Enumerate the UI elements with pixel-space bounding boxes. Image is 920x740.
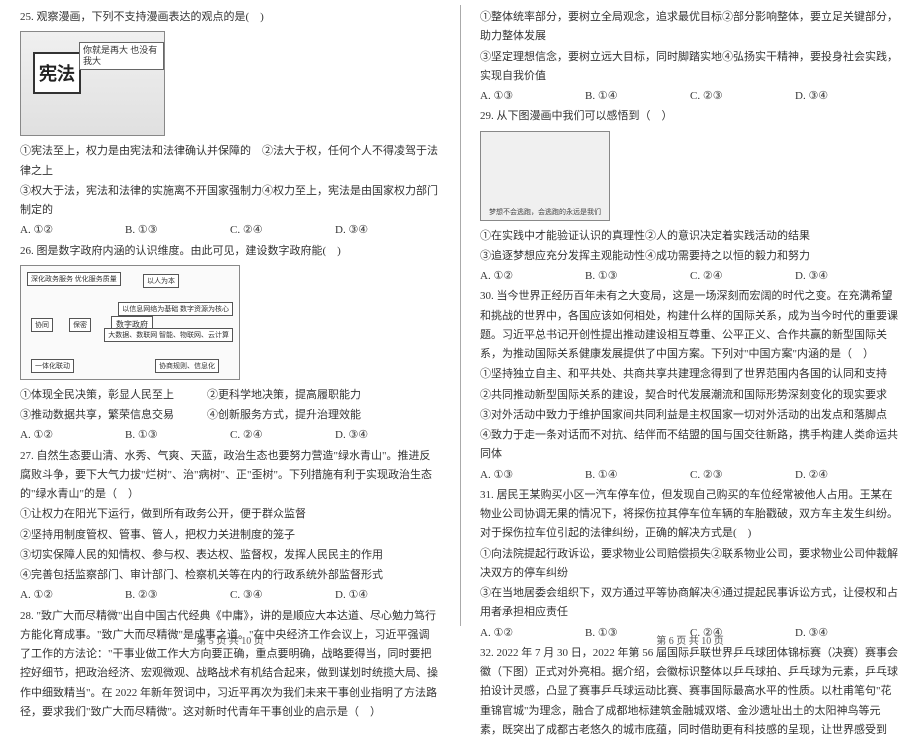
- q26-opt-d: D. ③④: [335, 426, 440, 445]
- footer-left: 第 5 页 共 10 页: [0, 632, 460, 647]
- q31-s2: ③在当地居委会组织下，双方通过平等协商解决④通过提起民事诉讼方式，让侵权和占用者…: [480, 584, 900, 623]
- right-column: ①整体统率部分，要树立全局观念，追求最优目标②部分影响整体，要立足关键部分，助力…: [460, 0, 920, 651]
- q30-s1: ①坚持独立自主、和平共处、共商共享共建理念得到了世界范围内各国的认同和支持: [480, 365, 900, 384]
- q25-opt-b: B. ①③: [125, 221, 230, 240]
- q30-options: A. ①③ B. ①④ C. ②③ D. ②④: [480, 466, 900, 485]
- q28-stem: 28. "致广大而尽精微"出自中国古代经典《中庸》，讲的是顺应大本达道、尽心勉力…: [20, 607, 440, 723]
- q26-s1: ①体现全民决策，彰显人民至上 ②更科学地决策，提高履职能力: [20, 386, 440, 405]
- diagram-image: 深化政务服务 优化服务质量 以人为本 协同 保密 数字政府 以信息网络为基础 数…: [20, 265, 240, 380]
- q25-stem: 25. 观察漫画，下列不支持漫画表达的观点的是( ): [20, 8, 440, 27]
- q29-opt-c: C. ②④: [690, 267, 795, 286]
- diag-tl: 深化政务服务 优化服务质量: [27, 272, 121, 286]
- q25-opt-c: C. ②④: [230, 221, 335, 240]
- q30-opt-a: A. ①③: [480, 466, 585, 485]
- q25-opt-d: D. ③④: [335, 221, 440, 240]
- diag-l2: 保密: [69, 318, 91, 332]
- q28-s2: ③坚定理想信念，要树立远大目标，同时脚踏实地④弘扬实干精神，要投身社会实践，实现…: [480, 48, 900, 87]
- q29-s1: ①在实践中才能验证认识的真理性②人的意识决定着实践活动的结果: [480, 227, 900, 246]
- q27-s4: ④完善包括监察部门、审计部门、检察机关等在内的行政系统外部监督形式: [20, 566, 440, 585]
- q29-opt-b: B. ①③: [585, 267, 690, 286]
- q25-options: A. ①② B. ①③ C. ②④ D. ③④: [20, 221, 440, 240]
- q27-opt-a: A. ①②: [20, 586, 125, 605]
- q29-opt-d: D. ③④: [795, 267, 900, 286]
- q30-opt-c: C. ②③: [690, 466, 795, 485]
- q27-s1: ①让权力在阳光下运行，做到所有政务公开，便于群众监督: [20, 505, 440, 524]
- q26-s2: ③推动数据共享，繁荣信息交易 ④创新服务方式，提升治理效能: [20, 406, 440, 425]
- q26-opt-c: C. ②④: [230, 426, 335, 445]
- cartoon-speech: 你就是再大 也没有我大: [79, 42, 164, 70]
- q25-s1: ①宪法至上，权力是由宪法和法律确认并保障的 ②法大于权，任何个人不得凌驾于法律之…: [20, 142, 440, 181]
- dream-image: 梦想不会逃跑，会逃跑的永远是我们: [480, 131, 610, 221]
- q31-stem: 31. 居民王某购买小区一汽车停车位，但发现自己购买的车位经常被他人占用。王某在…: [480, 486, 900, 544]
- q29-opt-a: A. ①②: [480, 267, 585, 286]
- q30-stem: 30. 当今世界正经历百年未有之大变局，这是一场深刻而宏阔的时代之变。在充满希望…: [480, 287, 900, 364]
- diag-bl: 一体化联动: [31, 359, 74, 373]
- q31-s1: ①向法院提起行政诉讼，要求物业公司赔偿损失②联系物业公司，要求物业公司仲裁解决双…: [480, 545, 900, 584]
- q29-stem: 29. 从下图漫画中我们可以感悟到（ ）: [480, 107, 900, 126]
- q26-stem: 26. 图是数字政府内涵的认识维度。由此可见，建设数字政府能( ): [20, 242, 440, 261]
- q27-options: A. ①② B. ②③ C. ③④ D. ①④: [20, 586, 440, 605]
- q28-s1: ①整体统率部分，要树立全局观念，追求最优目标②部分影响整体，要立足关键部分，助力…: [480, 8, 900, 47]
- footer-right: 第 6 页 共 10 页: [460, 632, 920, 647]
- q28-opt-b: B. ①④: [585, 87, 690, 106]
- diag-r2: 大数据、数联网 智能、物联网、云计算: [104, 328, 233, 342]
- diag-tr: 以人为本: [143, 274, 179, 288]
- dream-caption: 梦想不会逃跑，会逃跑的永远是我们: [481, 207, 609, 217]
- diag-br: 协商规则、信息化: [155, 359, 219, 373]
- q32-stem: 32. 2022 年 7 月 30 日，2022 年第 56 届国际乒联世界乒乓…: [480, 644, 900, 740]
- q27-opt-d: D. ①④: [335, 586, 440, 605]
- q27-opt-c: C. ③④: [230, 586, 335, 605]
- q27-s3: ③切实保障人民的知情权、参与权、表达权、监督权，发挥人民民主的作用: [20, 546, 440, 565]
- q30-s2: ②共同推动新型国际关系的建设，契合时代发展潮流和国际形势深刻变化的现实要求: [480, 386, 900, 405]
- q25-s2: ③权大于法，宪法和法律的实施离不开国家强制力④权力至上，宪法是由国家权力部门制定…: [20, 182, 440, 221]
- q28-options: A. ①③ B. ①④ C. ②③ D. ③④: [480, 87, 900, 106]
- q28-opt-d: D. ③④: [795, 87, 900, 106]
- q30-opt-d: D. ②④: [795, 466, 900, 485]
- q25-opt-a: A. ①②: [20, 221, 125, 240]
- q27-opt-b: B. ②③: [125, 586, 230, 605]
- cartoon-image: 你就是再大 也没有我大: [20, 31, 165, 136]
- q30-s3: ③对外活动中致力于维护国家间共同利益是主权国家一切对外活动的出发点和落脚点: [480, 406, 900, 425]
- diag-l1: 协同: [31, 318, 53, 332]
- q28-opt-a: A. ①③: [480, 87, 585, 106]
- q28-opt-c: C. ②③: [690, 87, 795, 106]
- q27-s2: ②坚持用制度管权、管事、管人，把权力关进制度的笼子: [20, 526, 440, 545]
- q26-opt-b: B. ①③: [125, 426, 230, 445]
- q27-stem: 27. 自然生态要山清、水秀、气爽、天蓝，政治生态也要努力营造"绿水青山"。推进…: [20, 447, 440, 505]
- q26-options: A. ①② B. ①③ C. ②④ D. ③④: [20, 426, 440, 445]
- q26-opt-a: A. ①②: [20, 426, 125, 445]
- q30-opt-b: B. ①④: [585, 466, 690, 485]
- q29-s2: ③追逐梦想应充分发挥主观能动性④成功需要持之以恒的毅力和努力: [480, 247, 900, 266]
- q29-options: A. ①② B. ①③ C. ②④ D. ③④: [480, 267, 900, 286]
- page-container: 25. 观察漫画，下列不支持漫画表达的观点的是( ) 你就是再大 也没有我大 ①…: [0, 0, 920, 651]
- diag-r1: 以信息网络为基础 数字资源为核心: [118, 302, 233, 316]
- left-column: 25. 观察漫画，下列不支持漫画表达的观点的是( ) 你就是再大 也没有我大 ①…: [0, 0, 460, 651]
- q30-s4: ④致力于走一条对话而不对抗、结伴而不结盟的国与国交往新路，携手构建人类命运共同体: [480, 426, 900, 465]
